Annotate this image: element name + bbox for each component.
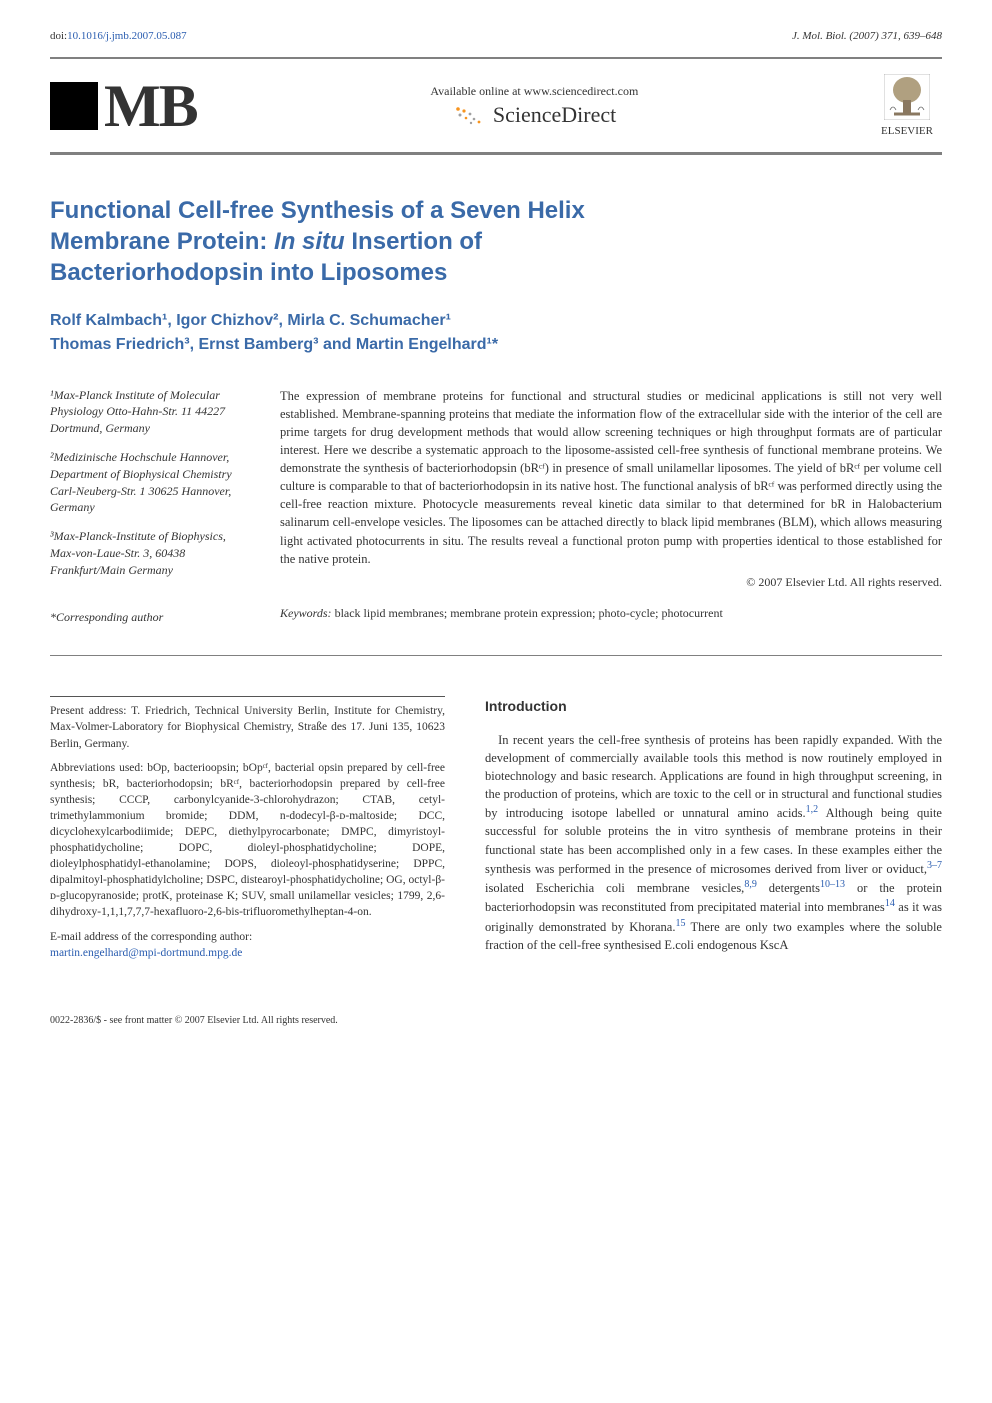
ref-8-9[interactable]: 8,9 xyxy=(744,879,757,890)
intro-p4: detergents xyxy=(757,881,820,895)
journal-ref: J. Mol. Biol. (2007) 371, 639–648 xyxy=(792,30,942,42)
footnotes: Present address: T. Friedrich, Technical… xyxy=(50,696,445,968)
ref-10-13[interactable]: 10–13 xyxy=(820,879,845,890)
authors-line1: Rolf Kalmbach¹, Igor Chizhov², Mirla C. … xyxy=(50,312,451,329)
abbrev-label: Abbreviations used: xyxy=(50,762,147,774)
ref-14[interactable]: 14 xyxy=(885,898,895,909)
title-line3: Bacteriorhodopsin into Liposomes xyxy=(50,259,447,286)
jmb-logo-text: MB xyxy=(104,76,197,136)
elsevier-tree-icon xyxy=(884,74,930,120)
top-divider xyxy=(50,57,942,59)
sciencedirect-label: ScienceDirect xyxy=(197,102,872,128)
title-line2b: Insertion of xyxy=(345,228,482,255)
elsevier-label: ELSEVIER xyxy=(872,125,942,137)
sciencedirect-block: Available online at www.sciencedirect.co… xyxy=(197,84,872,128)
introduction-body: In recent years the cell-free synthesis … xyxy=(485,731,942,954)
authors: Rolf Kalmbach¹, Igor Chizhov², Mirla C. … xyxy=(50,309,942,357)
present-address: Present address: T. Friedrich, Technical… xyxy=(50,703,445,751)
jmb-logo-square xyxy=(50,82,98,130)
email-label: E-mail address of the corresponding auth… xyxy=(50,931,252,943)
bottom-copyright: 0022-2836/$ - see front matter © 2007 El… xyxy=(50,1009,942,1026)
introduction-heading: Introduction xyxy=(485,696,942,716)
article-title: Functional Cell-free Synthesis of a Seve… xyxy=(50,195,942,289)
sciencedirect-text: ScienceDirect xyxy=(493,102,616,127)
email-block: E-mail address of the corresponding auth… xyxy=(50,929,445,961)
authors-line2: Thomas Friedrich³, Ernst Bamberg³ and Ma… xyxy=(50,336,498,353)
address-label: Present address: xyxy=(50,705,131,717)
mid-divider xyxy=(50,655,942,656)
ref-3-7[interactable]: 3–7 xyxy=(927,860,942,871)
affiliation-1: ¹Max-Planck Institute of Molecular Physi… xyxy=(50,387,250,437)
header-row: doi:10.1016/j.jmb.2007.05.087 J. Mol. Bi… xyxy=(50,30,942,42)
jmb-logo: MB xyxy=(50,76,197,136)
affiliation-3: ³Max-Planck-Institute of Biophysics, Max… xyxy=(50,528,250,578)
intro-p3: isolated Escherichia coli membrane vesic… xyxy=(485,881,744,895)
copyright: © 2007 Elsevier Ltd. All rights reserved… xyxy=(280,574,942,591)
doi-block: doi:10.1016/j.jmb.2007.05.087 xyxy=(50,30,187,42)
ref-15[interactable]: 15 xyxy=(675,918,685,929)
sciencedirect-dots-icon xyxy=(452,105,487,127)
affiliation-2: ²Medizinische Hochschule Hannover, Depar… xyxy=(50,449,250,516)
affiliations: ¹Max-Planck Institute of Molecular Physi… xyxy=(50,387,250,638)
abbreviations: Abbreviations used: bOp, bacterioopsin; … xyxy=(50,760,445,921)
title-line2-italic: In situ xyxy=(274,228,345,255)
abstract: The expression of membrane proteins for … xyxy=(280,387,942,638)
title-line2a: Membrane Protein: xyxy=(50,228,274,255)
keywords-text: black lipid membranes; membrane protein … xyxy=(332,606,723,620)
email-link[interactable]: martin.engelhard@mpi-dortmund.mpg.de xyxy=(50,947,242,959)
abstract-text: The expression of membrane proteins for … xyxy=(280,389,942,566)
keywords: Keywords: black lipid membranes; membran… xyxy=(280,605,942,622)
ref-1-2[interactable]: 1,2 xyxy=(806,804,819,815)
abbrev-text: bOp, bacterioopsin; bOpᶜᶠ, bacterial ops… xyxy=(50,762,445,919)
keywords-label: Keywords: xyxy=(280,606,332,620)
available-online-text: Available online at www.sciencedirect.co… xyxy=(197,84,872,99)
lower-columns: Present address: T. Friedrich, Technical… xyxy=(50,696,942,968)
elsevier-block: ELSEVIER xyxy=(872,74,942,137)
doi-link[interactable]: 10.1016/j.jmb.2007.05.087 xyxy=(67,30,186,42)
corresponding-author: *Corresponding author xyxy=(50,609,250,626)
title-line1: Functional Cell-free Synthesis of a Seve… xyxy=(50,197,585,224)
introduction-column: Introduction In recent years the cell-fr… xyxy=(485,696,942,968)
masthead: MB Available online at www.sciencedirect… xyxy=(50,74,942,155)
meta-abstract-row: ¹Max-Planck Institute of Molecular Physi… xyxy=(50,387,942,638)
doi-label: doi: xyxy=(50,30,67,42)
